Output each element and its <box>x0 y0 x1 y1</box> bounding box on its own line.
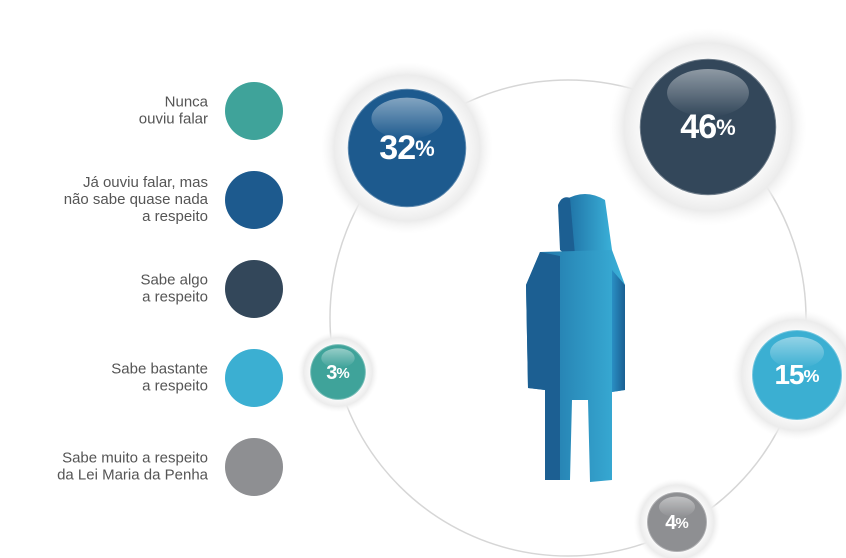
bubble-shine <box>321 348 355 368</box>
legend-label: Sabe bastante a respeito <box>111 360 208 394</box>
legend-line: a respeito <box>142 288 208 305</box>
legend-line: Nunca <box>165 93 209 110</box>
bubble-value: 3 <box>326 362 337 384</box>
bubble-label: 46% <box>680 108 735 146</box>
legend-line: não sabe quase nada <box>64 191 209 208</box>
legend-line: a respeito <box>142 208 208 225</box>
legend-swatch <box>225 438 283 496</box>
bubbles: 3%32%46%15%4% <box>297 28 846 558</box>
bubble-shine <box>659 496 695 518</box>
bubble-label: 4% <box>665 512 688 534</box>
bubble-value: 15 <box>774 359 804 390</box>
bubble-unit: % <box>716 115 736 140</box>
legend-swatch <box>225 171 283 229</box>
bubble-label: 3% <box>326 362 349 384</box>
bubble-shine <box>770 336 824 369</box>
bubble-unit: % <box>336 365 349 382</box>
legend-line: da Lei Maria da Penha <box>57 466 209 483</box>
bubble-unit: % <box>675 515 688 532</box>
legend-label: Sabe muito a respeito da Lei Maria da Pen… <box>57 449 209 483</box>
legend-line: Já ouviu falar, mas <box>83 174 208 191</box>
legend-line: Sabe algo <box>140 271 208 288</box>
legend-line: a respeito <box>142 377 208 394</box>
legend-label: Nunca ouviu falar <box>139 93 209 127</box>
legend-swatch <box>225 82 283 140</box>
person-figure <box>526 194 625 482</box>
bubble-label: 32% <box>379 129 434 167</box>
bubble-unit: % <box>415 136 435 161</box>
legend-label: Sabe algo a respeito <box>140 271 208 305</box>
legend-swatch <box>225 349 283 407</box>
bubble-value: 32 <box>379 129 415 167</box>
legend: Nunca ouviu falar Já ouviu falar, mas não s… <box>57 82 283 496</box>
bubble-value: 4 <box>665 512 677 534</box>
bubble-unit: % <box>804 366 820 386</box>
legend-line: Sabe bastante <box>111 360 208 377</box>
legend-swatch <box>225 260 283 318</box>
legend-label: Já ouviu falar, mas não sabe quase nada a … <box>64 174 209 225</box>
bubble-shine <box>371 97 443 140</box>
bubble-value: 46 <box>680 108 716 146</box>
legend-line: ouviu falar <box>139 110 208 127</box>
legend-line: Sabe muito a respeito <box>62 449 208 466</box>
bubble-label: 15% <box>774 359 819 390</box>
bubble-shine <box>667 68 749 117</box>
